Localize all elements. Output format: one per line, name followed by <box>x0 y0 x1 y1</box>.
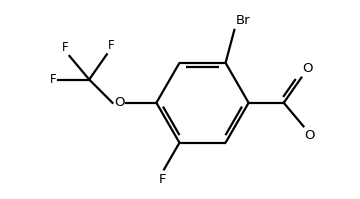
Text: F: F <box>50 73 56 86</box>
Text: O: O <box>305 129 315 141</box>
Text: O: O <box>114 96 125 109</box>
Text: F: F <box>108 39 114 52</box>
Text: F: F <box>159 173 167 186</box>
Text: F: F <box>62 41 68 54</box>
Text: Br: Br <box>235 14 250 27</box>
Text: O: O <box>302 62 313 75</box>
